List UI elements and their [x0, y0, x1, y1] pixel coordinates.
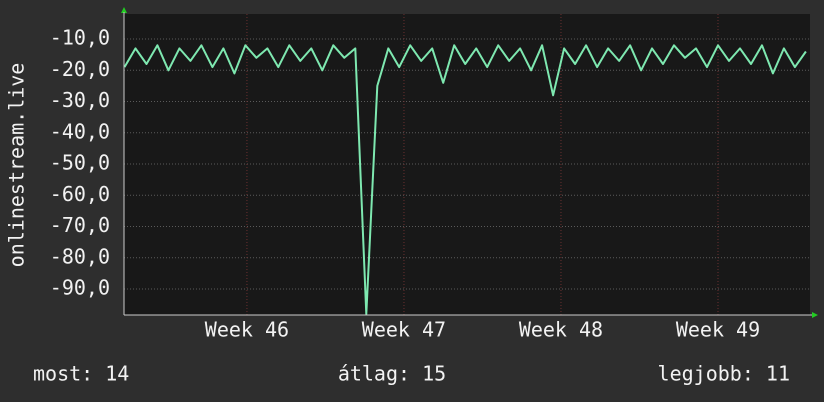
y-tick-label: -10,0 [50, 26, 110, 50]
x-tick-label: Week 49 [676, 318, 760, 342]
x-tick-label: Week 46 [205, 318, 289, 342]
y-tick-label: -70,0 [50, 213, 110, 237]
y-tick-label: -50,0 [50, 151, 110, 175]
footer-text: átlag: 15 [338, 362, 446, 386]
footer-text: legjobb: 11 [658, 362, 790, 386]
data-line [123, 44, 807, 316]
x-tick-label: Week 48 [519, 318, 603, 342]
y-axis-label: onlinestream.live [5, 63, 29, 268]
grid [124, 14, 810, 315]
y-tick-label: -20,0 [50, 57, 110, 81]
marks [123, 44, 807, 316]
footer-text: most: 14 [33, 362, 129, 386]
y-tick-label: -90,0 [50, 276, 110, 300]
axis-arrow [121, 7, 127, 13]
x-tick-label: Week 47 [362, 318, 446, 342]
y-tick-label: -30,0 [50, 88, 110, 112]
axis-arrow [812, 312, 818, 318]
y-tick-label: -80,0 [50, 244, 110, 268]
y-tick-label: -40,0 [50, 119, 110, 143]
y-tick-label: -60,0 [50, 182, 110, 206]
